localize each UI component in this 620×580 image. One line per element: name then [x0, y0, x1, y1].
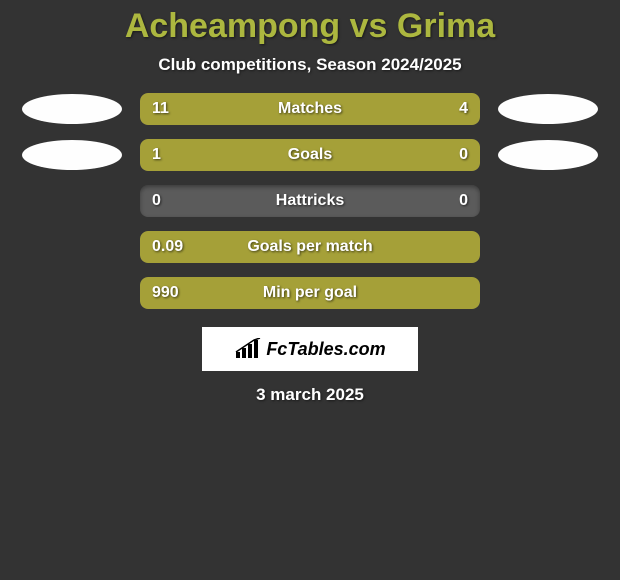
stat-label: Goals per match	[247, 238, 372, 256]
stat-bar: 1 0 Goals	[140, 139, 480, 171]
stat-row: 1 0 Goals	[10, 139, 610, 171]
player-right-avatar	[498, 94, 598, 124]
bar-right-fill	[405, 139, 480, 171]
page-subtitle: Club competitions, Season 2024/2025	[158, 55, 461, 75]
stat-left-value: 1	[152, 146, 161, 164]
stat-row: 0 0 Hattricks	[10, 185, 610, 217]
stat-label: Hattricks	[276, 192, 344, 210]
player-left-avatar	[22, 94, 122, 124]
stat-left-value: 990	[152, 284, 179, 302]
stat-left-value: 11	[152, 100, 169, 118]
page-title: Acheampong vs Grima	[125, 8, 495, 45]
watermark-text: FcTables.com	[266, 339, 385, 360]
stat-label: Goals	[288, 146, 332, 164]
bar-chart-icon	[234, 338, 262, 360]
stat-bar: 0.09 Goals per match	[140, 231, 480, 263]
stat-label: Min per goal	[263, 284, 357, 302]
stat-left-value: 0	[152, 192, 161, 210]
stat-row: 990 Min per goal	[10, 277, 610, 309]
date-label: 3 march 2025	[256, 385, 364, 405]
stat-right-value: 0	[459, 146, 468, 164]
stat-row: 11 4 Matches	[10, 93, 610, 125]
stat-row: 0.09 Goals per match	[10, 231, 610, 263]
player-right-avatar	[498, 140, 598, 170]
stat-right-value: 4	[459, 100, 468, 118]
comparison-infographic: Acheampong vs Grima Club competitions, S…	[0, 0, 620, 405]
watermark: FcTables.com	[202, 327, 418, 371]
stat-left-value: 0.09	[152, 238, 183, 256]
stat-bar: 990 Min per goal	[140, 277, 480, 309]
bar-left-fill	[140, 139, 405, 171]
player-left-avatar	[22, 140, 122, 170]
bar-left-fill	[140, 93, 388, 125]
stats-area: 11 4 Matches 1 0 Goals 0 0 Hattricks 0.09 Goals pe…	[0, 93, 620, 309]
stat-right-value: 0	[459, 192, 468, 210]
stat-bar: 0 0 Hattricks	[140, 185, 480, 217]
stat-label: Matches	[278, 100, 342, 118]
stat-bar: 11 4 Matches	[140, 93, 480, 125]
